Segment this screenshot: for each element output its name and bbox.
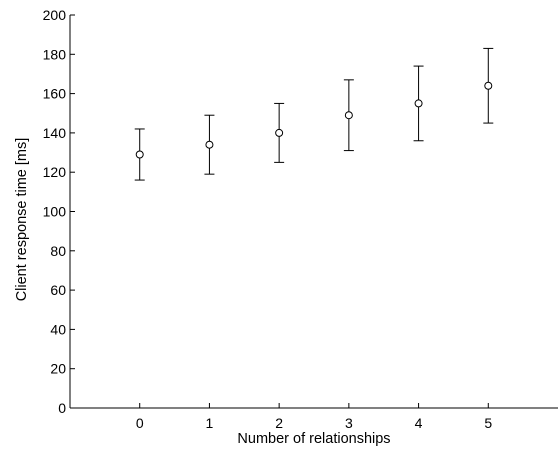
y-tick-label: 100 [43, 204, 67, 220]
x-tick-label: 4 [415, 415, 423, 431]
x-axis-title: Number of relationships [237, 431, 390, 447]
y-tick-label: 20 [50, 361, 66, 377]
data-point [344, 111, 353, 120]
y-tick-label: 180 [43, 46, 67, 62]
y-tick-label: 0 [58, 400, 66, 416]
data-point [414, 99, 423, 108]
data-point [205, 140, 214, 149]
data-marks [134, 47, 494, 181]
x-tick-label: 2 [275, 415, 283, 431]
y-axis-title: Client response time [ms] [14, 138, 30, 302]
y-tick-label: 60 [50, 282, 66, 298]
x-tick-label: 5 [484, 415, 492, 431]
y-tick-label: 140 [43, 125, 67, 141]
x-tick-label: 0 [136, 415, 144, 431]
y-tick-label: 40 [50, 321, 66, 337]
y-tick-label: 80 [50, 243, 66, 259]
x-tick-label: 3 [345, 415, 353, 431]
y-tick-label: 200 [43, 7, 67, 23]
y-tick-label: 120 [43, 164, 67, 180]
data-point [484, 81, 493, 90]
data-point [275, 128, 284, 137]
x-tick-label: 1 [206, 415, 214, 431]
y-tick-label: 160 [43, 86, 67, 102]
axes: 0 20 40 60 80 100 120 140 160 180 200 0 1 2 3 4 5 [43, 7, 558, 431]
data-point [135, 150, 144, 159]
